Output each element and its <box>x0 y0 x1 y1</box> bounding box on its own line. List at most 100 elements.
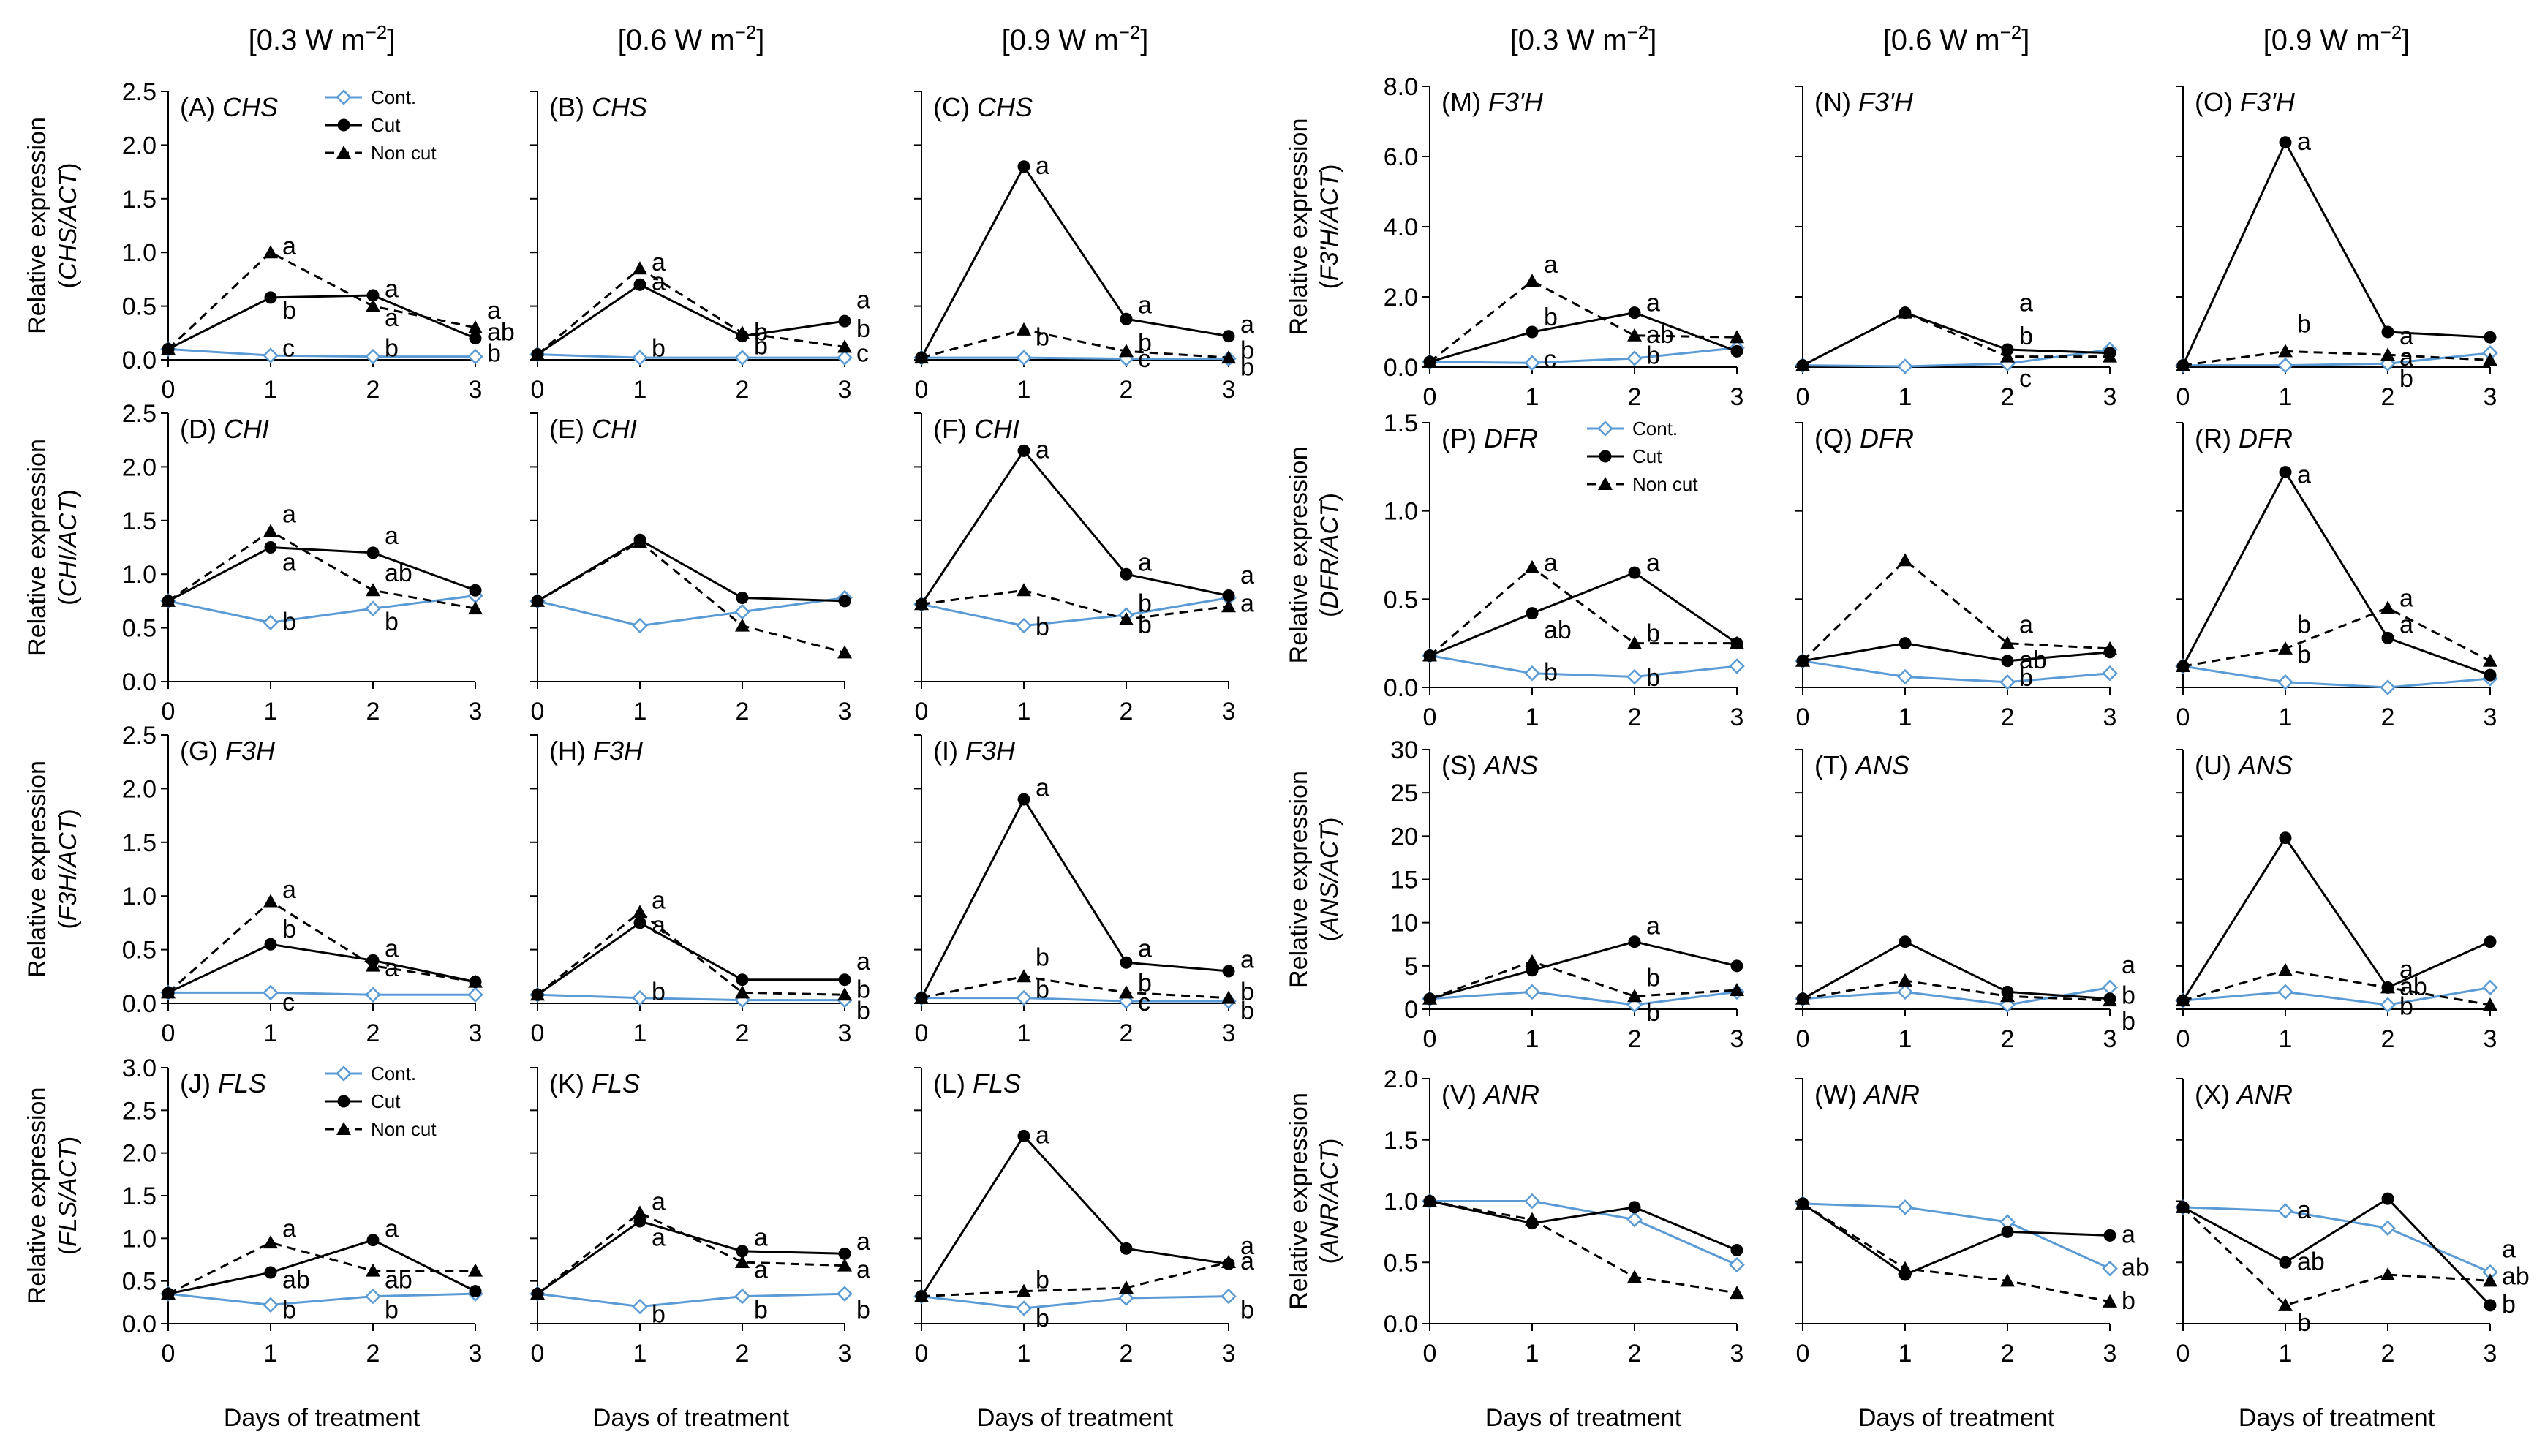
y-tick-label: 2.0 <box>1384 1065 1418 1093</box>
significance-letter: c <box>856 340 869 368</box>
x-axis-title: Days of treatment <box>224 1404 421 1432</box>
series-line <box>2182 1197 2492 1306</box>
data-point <box>735 985 750 999</box>
data-point <box>1627 1270 1642 1283</box>
data-point <box>1898 305 1912 319</box>
data-point <box>1729 1256 1745 1273</box>
significance-letter: b <box>1240 354 1254 382</box>
data-point <box>1897 984 1913 1000</box>
panel-letter: (N) <box>1814 87 1858 117</box>
column-header-close: ] <box>2021 24 2029 56</box>
y-axis-title: Relative expression <box>23 761 51 978</box>
series-cont <box>913 350 1237 367</box>
significance-letter: b <box>2399 993 2413 1021</box>
y-axis-gene-label: (ANR/ACT) <box>1316 1139 1343 1264</box>
gene-ratio: F3'H/ACT <box>1316 171 1343 281</box>
y-tick-label: 0.0 <box>122 990 157 1018</box>
data-point <box>469 584 482 597</box>
series-line <box>1802 940 2111 1000</box>
panel-gene: ANR <box>1482 1079 1539 1109</box>
data-point <box>2484 331 2497 344</box>
x-tick-label: 0 <box>162 1019 176 1047</box>
x-tick-label: 3 <box>1730 383 1744 411</box>
x-tick-label: 1 <box>264 1340 278 1368</box>
gene-ratio: ANS/ACT <box>1316 824 1343 935</box>
data-point <box>2277 674 2293 690</box>
y-axis-gene-label: (CHI/ACT) <box>54 489 82 606</box>
series-non-cut <box>161 245 483 355</box>
significance-letter: b <box>1036 1267 1049 1294</box>
data-point <box>264 291 277 304</box>
data-point <box>2102 1260 2118 1277</box>
series-cont <box>529 346 853 366</box>
data-point <box>1795 653 1810 667</box>
panel-gene: FLS <box>592 1068 640 1098</box>
significance-letter: b <box>2297 611 2311 639</box>
data-point <box>1422 648 1437 662</box>
significance-letter: b <box>1240 336 1254 364</box>
significance-letter: b <box>282 297 296 325</box>
series-cut <box>162 289 482 355</box>
x-tick-label: 3 <box>469 1019 483 1047</box>
data-point <box>366 546 380 559</box>
series-line <box>921 997 1229 1003</box>
x-tick-label: 0 <box>2176 1340 2190 1368</box>
panel-G: 0.0 0.5 1.0 1.5 2.0 2.5 0 1 2 3 Relative expressio… <box>23 722 483 1047</box>
panel-gene: CHS <box>222 92 278 122</box>
x-tick-label: 2 <box>366 698 380 725</box>
data-point <box>2103 641 2117 655</box>
series-line <box>1429 347 1738 364</box>
data-point <box>1525 1212 1539 1226</box>
data-point <box>161 1286 176 1300</box>
significance-letter: b <box>1036 324 1049 352</box>
series-non-cut <box>2176 962 2497 1011</box>
series-non-cut <box>161 524 483 615</box>
x-tick-label: 2 <box>1120 376 1134 404</box>
data-point <box>1730 1286 1744 1300</box>
column-header-sup: −2 <box>735 21 757 43</box>
y-tick-label: 8.0 <box>1384 73 1418 101</box>
data-point <box>161 342 176 355</box>
data-point <box>632 1298 648 1315</box>
data-point <box>1525 954 1539 967</box>
panel-letter: (H) <box>549 736 593 766</box>
series-cont <box>1795 1196 2118 1277</box>
data-point <box>365 348 381 365</box>
data-point <box>2176 993 2190 1007</box>
series-cut <box>531 278 851 361</box>
series-line <box>1802 660 2111 684</box>
panel-letter: (G) <box>180 736 225 766</box>
y-tick-label: 25 <box>1390 780 1418 807</box>
x-tick-label: 1 <box>633 376 647 404</box>
panel-J: 0.0 0.5 1.0 1.5 2.0 2.5 3.0 0 1 2 3 Days of treatme… <box>23 1055 483 1432</box>
data-point <box>1628 566 1641 579</box>
column-header-main: [0.9 W m <box>1002 24 1119 56</box>
data-point <box>1730 982 1744 996</box>
data-point <box>1898 973 1912 987</box>
series-non-cut <box>2176 600 2497 673</box>
data-point <box>2483 1273 2497 1287</box>
panel-title: (S) ANS <box>1441 750 1538 780</box>
data-point <box>633 278 646 291</box>
significance-letter: a <box>1646 290 1660 317</box>
series-line <box>2182 665 2491 689</box>
paren-open: ( <box>54 1246 82 1255</box>
data-point <box>1016 617 1032 634</box>
gene-ratio: ANR/ACT <box>1316 1145 1343 1257</box>
series-line <box>167 529 476 610</box>
significance-letter: a <box>2502 1236 2516 1264</box>
series-cont <box>2175 345 2498 374</box>
data-point <box>1017 583 1031 597</box>
column-header-main: [0.6 W m <box>618 24 735 56</box>
data-point <box>2278 1297 2293 1311</box>
significance-letter: b <box>652 978 666 1006</box>
series-cut <box>2176 1192 2497 1312</box>
panel-title: (W) ANR <box>1814 1079 1920 1109</box>
column-header-3: [0.9 W m−2] <box>1002 21 1149 56</box>
series-non-cut <box>2176 1199 2497 1311</box>
panel-letter: (R) <box>2195 423 2239 453</box>
data-point <box>2279 136 2292 149</box>
y-tick-label: 0.5 <box>122 615 157 643</box>
